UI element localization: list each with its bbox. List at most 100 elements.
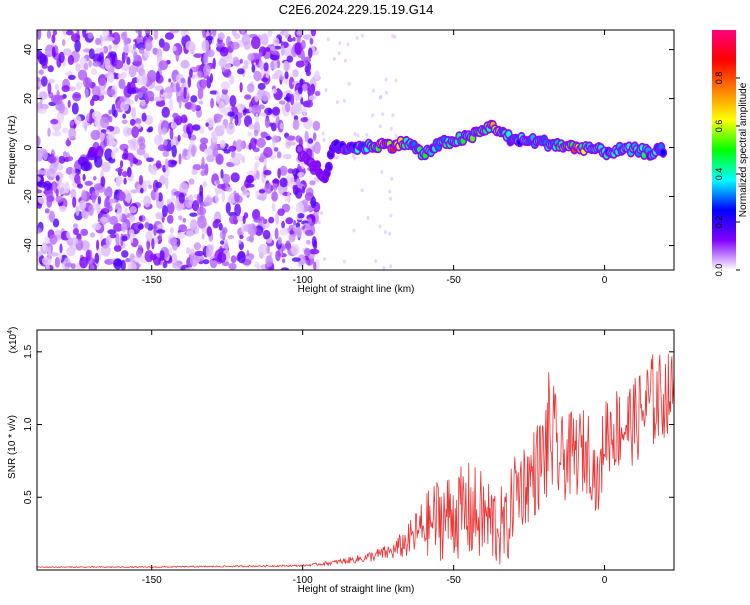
noise-blob [119,96,127,103]
noise-blob [162,42,170,52]
noise-blob [189,212,198,217]
noise-blob [96,239,100,251]
noise-blob [99,116,110,129]
noise-blob [355,35,359,40]
noise-blob [247,132,253,137]
noise-blob [221,227,228,234]
noise-blob [172,242,178,251]
noise-blob [268,216,275,224]
noise-blob [182,217,187,223]
noise-blob [146,238,151,251]
noise-blob [106,129,110,135]
noise-blob [135,249,143,258]
noise-blob [135,118,142,125]
noise-blob [115,168,124,172]
noise-blob [56,164,64,171]
noise-blob [155,190,160,202]
noise-blob [71,102,79,115]
noise-blob [129,253,136,264]
noise-blob [121,250,129,258]
noise-blob [47,155,57,164]
noise-blob [83,77,93,89]
noise-blob [305,70,311,77]
noise-blob [128,65,137,78]
noise-blob [200,169,206,177]
noise-blob [197,215,207,229]
noise-blob [290,93,295,106]
noise-blob [255,113,259,123]
noise-blob [126,166,132,178]
noise-blob [215,179,221,185]
noise-blob [285,217,294,225]
noise-blob [74,39,81,53]
noise-blob [201,156,205,170]
noise-blob [65,167,75,175]
noise-blob [176,81,180,93]
noise-blob [225,202,231,214]
noise-blob [317,220,321,225]
noise-blob [59,243,63,254]
noise-blob [297,254,306,266]
noise-blob [67,99,71,108]
noise-blob [133,51,138,62]
noise-blob [272,179,280,184]
noise-blob [168,248,173,254]
noise-blob [262,229,271,240]
noise-blob [188,178,195,185]
noise-blob [215,193,219,204]
y-tick-label: 0.5 [23,490,34,504]
noise-blob [40,76,48,87]
noise-blob [53,94,63,105]
noise-blob [193,242,202,251]
noise-blob [282,153,292,160]
noise-blob [206,76,212,89]
noise-blob [391,34,395,38]
noise-blob [220,169,224,179]
noise-blob [217,252,227,263]
noise-blob [62,30,68,36]
noise-blob [284,71,289,80]
noise-blob [225,181,229,188]
noise-blob [227,111,235,117]
noise-blob [119,73,126,80]
noise-blob [61,85,70,93]
noise-blob [157,223,164,229]
noise-blob [52,182,56,191]
noise-blob [148,184,153,189]
noise-blob [124,207,128,216]
noise-blob [96,201,101,214]
snr-y-ticks: 0.5 1.0 1.5 [23,344,674,504]
noise-blob [108,109,112,115]
noise-blob [314,90,321,97]
noise-blob [170,122,178,130]
spectrogram-x-label: Height of straight line (km) [298,284,415,295]
noise-blob [342,259,346,264]
noise-blob [285,93,292,103]
noise-blob [95,38,101,45]
noise-blob [256,263,260,270]
noise-blob [56,182,67,195]
figure-title: C2E6.2024.229.15.19.G14 [279,2,434,17]
noise-blob [223,62,232,70]
noise-blob [371,88,375,93]
noise-blob [215,153,224,165]
noise-blob [275,212,279,225]
noise-blob [39,53,47,66]
noise-blob [295,201,304,215]
noise-blob [144,222,150,229]
noise-blob [122,113,127,119]
noise-blob [304,248,311,257]
noise-blob [154,96,164,102]
noise-blob [158,232,163,241]
noise-blob [70,188,77,200]
noise-blob [131,126,139,138]
noise-blob [46,197,53,208]
noise-blob [311,236,317,248]
noise-blob [264,117,270,128]
noise-blob [310,30,317,37]
noise-blob [217,32,225,40]
noise-blob [144,49,150,59]
x-tick-label: -50 [446,275,461,286]
colorbar-ticks: 0.0 0.2 0.4 0.6 0.8 [714,72,740,276]
x-tick-label: -150 [142,275,162,286]
